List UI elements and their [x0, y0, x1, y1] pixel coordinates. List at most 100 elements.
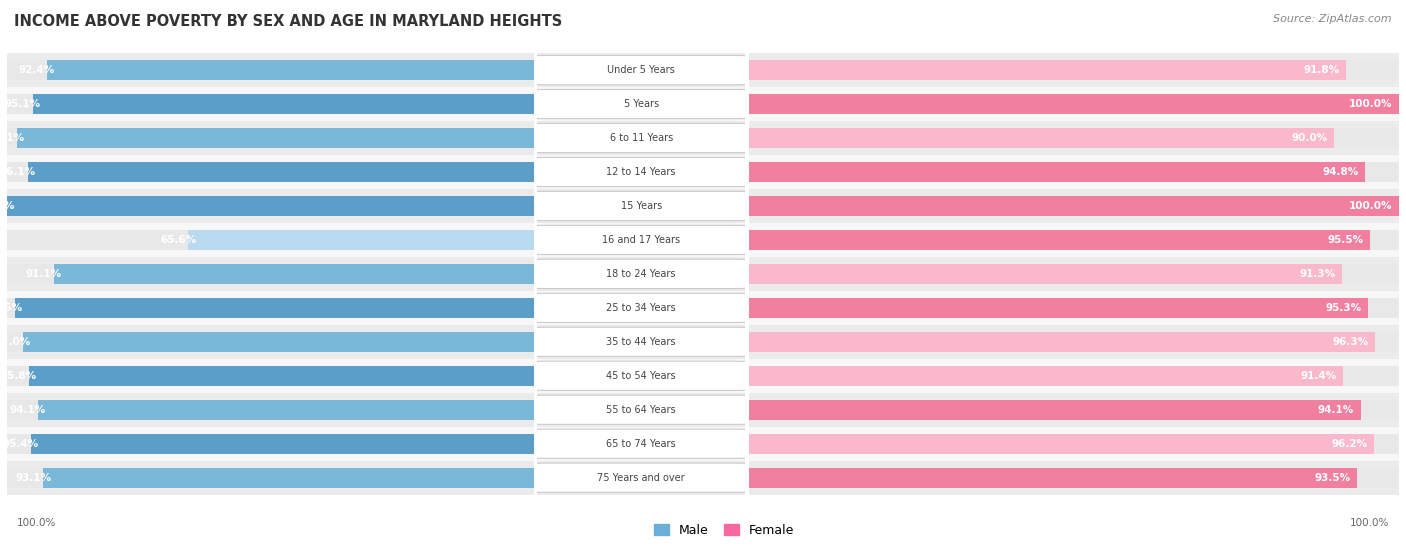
FancyBboxPatch shape	[533, 225, 749, 254]
Text: 75 Years and over: 75 Years and over	[598, 473, 685, 483]
Bar	[537, 291, 745, 325]
Text: Source: ZipAtlas.com: Source: ZipAtlas.com	[1274, 14, 1392, 24]
Bar	[749, 298, 1399, 318]
Text: 95.5%: 95.5%	[1327, 235, 1364, 245]
Bar	[7, 128, 534, 148]
Bar	[7, 298, 534, 318]
Bar	[537, 189, 745, 223]
Bar	[22, 331, 534, 352]
Bar	[749, 434, 1374, 454]
Bar	[7, 223, 534, 257]
FancyBboxPatch shape	[533, 191, 749, 221]
Bar	[749, 121, 1399, 155]
Bar	[749, 325, 1399, 359]
Text: 91.1%: 91.1%	[25, 269, 62, 279]
Bar	[749, 393, 1399, 427]
Text: 12 to 14 Years: 12 to 14 Years	[606, 167, 676, 177]
Bar	[32, 94, 534, 114]
Bar	[749, 223, 1399, 257]
Bar	[7, 196, 534, 216]
Text: 100.0%: 100.0%	[1350, 518, 1389, 528]
Bar	[749, 400, 1399, 420]
Text: INCOME ABOVE POVERTY BY SEX AND AGE IN MARYLAND HEIGHTS: INCOME ABOVE POVERTY BY SEX AND AGE IN M…	[14, 14, 562, 29]
Text: 93.5%: 93.5%	[1315, 473, 1350, 483]
Bar	[537, 359, 745, 393]
Bar	[7, 400, 534, 420]
Bar	[28, 162, 534, 182]
Text: 100.0%: 100.0%	[1348, 99, 1392, 109]
Bar	[7, 196, 534, 216]
Legend: Male, Female: Male, Female	[650, 519, 799, 542]
FancyBboxPatch shape	[533, 259, 749, 288]
Text: 92.4%: 92.4%	[18, 65, 55, 75]
Bar	[749, 298, 1368, 318]
Bar	[7, 467, 534, 488]
Bar	[7, 325, 534, 359]
Bar	[749, 162, 1399, 182]
FancyBboxPatch shape	[533, 429, 749, 458]
Text: 25 to 34 Years: 25 to 34 Years	[606, 303, 676, 313]
Text: 94.1%: 94.1%	[10, 405, 46, 415]
Text: 15 Years: 15 Years	[620, 201, 662, 211]
Bar	[749, 359, 1399, 393]
Bar	[7, 434, 534, 454]
Bar	[749, 87, 1399, 121]
Bar	[537, 427, 745, 461]
Bar	[749, 291, 1399, 325]
Bar	[749, 230, 1369, 250]
Bar	[537, 155, 745, 189]
Text: 45 to 54 Years: 45 to 54 Years	[606, 371, 676, 381]
FancyBboxPatch shape	[533, 361, 749, 390]
FancyBboxPatch shape	[533, 55, 749, 85]
Text: 65.6%: 65.6%	[160, 235, 197, 245]
Bar	[537, 325, 745, 359]
Bar	[749, 257, 1399, 291]
Text: 91.8%: 91.8%	[1303, 65, 1339, 75]
Bar	[749, 196, 1399, 216]
FancyBboxPatch shape	[533, 158, 749, 187]
Bar	[53, 264, 534, 284]
Text: 96.1%: 96.1%	[0, 167, 35, 177]
Bar	[537, 121, 745, 155]
Bar	[44, 467, 534, 488]
Bar	[749, 189, 1399, 223]
Text: 98.1%: 98.1%	[0, 133, 25, 143]
Text: 96.2%: 96.2%	[1331, 439, 1368, 449]
Text: 91.3%: 91.3%	[1299, 269, 1336, 279]
Bar	[7, 53, 534, 87]
Text: 96.3%: 96.3%	[1333, 337, 1368, 347]
Text: 97.0%: 97.0%	[0, 337, 31, 347]
Bar	[749, 467, 1399, 488]
Bar	[537, 53, 745, 87]
Text: 6 to 11 Years: 6 to 11 Years	[610, 133, 672, 143]
Text: 18 to 24 Years: 18 to 24 Years	[606, 269, 676, 279]
Text: Under 5 Years: Under 5 Years	[607, 65, 675, 75]
Bar	[749, 331, 1375, 352]
Bar	[749, 264, 1399, 284]
Bar	[7, 60, 534, 80]
Bar	[749, 128, 1334, 148]
Bar	[749, 60, 1399, 80]
Bar	[749, 128, 1399, 148]
Bar	[749, 427, 1399, 461]
Text: 95.8%: 95.8%	[1, 371, 37, 381]
FancyBboxPatch shape	[533, 327, 749, 357]
Bar	[537, 223, 745, 257]
Bar	[7, 230, 534, 250]
Bar	[31, 434, 534, 454]
Bar	[749, 155, 1399, 189]
Bar	[749, 331, 1399, 352]
Text: 5 Years: 5 Years	[624, 99, 658, 109]
Bar	[749, 400, 1361, 420]
FancyBboxPatch shape	[533, 395, 749, 424]
Bar	[7, 331, 534, 352]
Text: 55 to 64 Years: 55 to 64 Years	[606, 405, 676, 415]
Bar	[7, 427, 534, 461]
Bar	[749, 461, 1399, 495]
Bar	[749, 366, 1399, 386]
Bar	[7, 121, 534, 155]
FancyBboxPatch shape	[533, 463, 749, 492]
Bar	[749, 196, 1399, 216]
Bar	[7, 87, 534, 121]
Bar	[749, 264, 1343, 284]
